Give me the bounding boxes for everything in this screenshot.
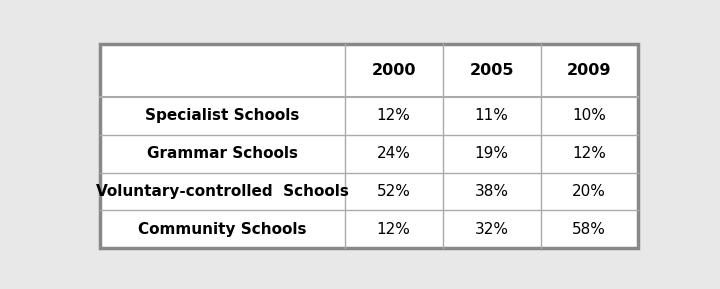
Text: 19%: 19% [474,146,508,161]
Text: 10%: 10% [572,108,606,123]
Text: 52%: 52% [377,184,410,199]
Text: Voluntary-controlled  Schools: Voluntary-controlled Schools [96,184,349,199]
Text: 11%: 11% [474,108,508,123]
Text: 12%: 12% [572,146,606,161]
Text: Specialist Schools: Specialist Schools [145,108,300,123]
Text: 58%: 58% [572,222,606,237]
Text: 24%: 24% [377,146,410,161]
Text: 12%: 12% [377,222,410,237]
Text: 20%: 20% [572,184,606,199]
Text: Grammar Schools: Grammar Schools [147,146,298,161]
Text: 32%: 32% [474,222,508,237]
Text: 2005: 2005 [469,63,514,78]
Text: Community Schools: Community Schools [138,222,307,237]
Text: 2000: 2000 [372,63,416,78]
Text: 2009: 2009 [567,63,611,78]
Text: 12%: 12% [377,108,410,123]
Text: 38%: 38% [474,184,508,199]
